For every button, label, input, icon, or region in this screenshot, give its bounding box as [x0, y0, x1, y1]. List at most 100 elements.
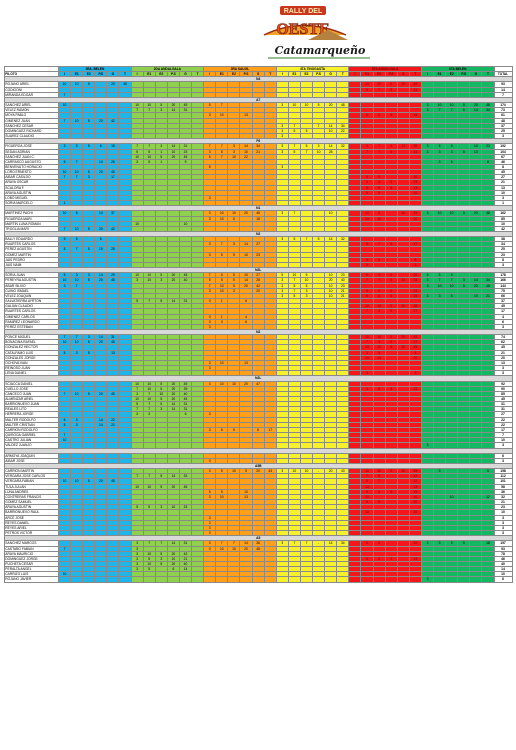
score-cell	[384, 576, 398, 583]
score-cell	[287, 576, 301, 583]
pilot-total: 62	[493, 339, 513, 346]
category-row: N2	[4, 230, 513, 238]
pilot-total: 6	[493, 576, 513, 583]
pilot-total: 13	[493, 359, 513, 367]
pilot-row: GOMEZ MARTIN 3 5 5 10 23 23	[4, 251, 513, 258]
pilot-total: 10	[493, 509, 513, 516]
pilot-total: 144	[493, 282, 513, 289]
score-cell	[360, 576, 374, 583]
pilot-row: VERGARA FABIAN 10 10 5 20 45 5 7 12 101	[4, 478, 513, 485]
pilot-total: 101	[493, 478, 513, 485]
pilot-total: 3	[493, 514, 513, 521]
pilot-row: BENVENUTO HORACIO 5 3 8	[4, 163, 513, 171]
pilot-total: 21	[493, 349, 513, 356]
score-cell	[336, 442, 350, 449]
score-cell	[106, 576, 120, 583]
category-row: N2L	[4, 375, 513, 382]
score-cell	[481, 442, 495, 449]
round-header: 4TA TINOGASTA	[275, 65, 350, 73]
category-label: N4	[4, 76, 513, 83]
pilot-row: MARTINEZ PACHI 10 5 14 37 3 10 10 20 48 3 7 10 10 5 10 2…	[4, 210, 513, 217]
pilot-total: 75	[493, 287, 513, 294]
logo-top-text: RALLY DEL	[284, 8, 323, 15]
pilot-total: 36	[493, 488, 513, 495]
pilot-row: BARRIONUEVO JUAN 5 7 5 14 31 31	[4, 401, 513, 408]
score-cell	[469, 576, 483, 583]
score-cell	[457, 576, 471, 583]
pilot-row: AIBAR CASILDO 7 7 3 17 5 5 10 27	[4, 174, 513, 181]
pilot-total: 3	[493, 133, 513, 140]
score-cell	[324, 576, 338, 583]
pilot-row: SEDAN ADRIAN 5 5 1 10 23 3 5 3 10 21 3 5 7 10 28 7 7 5 14 3 3…	[4, 148, 513, 155]
pilot-total: 14	[493, 86, 513, 93]
score-cell: 23	[336, 282, 350, 289]
score-cell	[166, 576, 180, 583]
pilot-total: 93	[493, 545, 513, 552]
score-cell: 22	[336, 127, 350, 135]
pilot-total: 3	[493, 194, 513, 202]
pilot-total: 45	[493, 169, 513, 176]
pilot-total: 21	[493, 179, 513, 186]
pilot-total: 13	[493, 184, 513, 191]
stage-header: T	[118, 71, 132, 78]
pilot-total: 31	[493, 406, 513, 413]
pilot-row: SCALORA F. 3 5 5 13 13	[4, 184, 513, 191]
pilot-total: 6	[493, 318, 513, 325]
pilot-row: ARAYA OSCAR 3 5 5 13 21	[4, 179, 513, 186]
score-cell	[191, 576, 205, 583]
pilot-name: ROJANO JAVIER	[4, 576, 59, 583]
stage-header: T	[191, 71, 205, 78]
pilot-total: 14	[493, 566, 513, 573]
score-cell: 34	[336, 122, 350, 129]
pilot-total: 34	[493, 241, 513, 248]
pilot-row: BARRIONUEVO RAUL 10 10 10	[4, 509, 513, 516]
pilot-total: 7	[493, 91, 513, 98]
pilot-total: 27	[493, 411, 513, 418]
logo-banner-shape	[280, 6, 326, 15]
score-cell	[396, 576, 410, 583]
pilot-row: FIGUEROA JOSE 3 3 5 6 15 7 7 3 14 31 7 7 3 14 34 3 7 5 3 14 3…	[4, 143, 513, 150]
score-cell: 48	[481, 282, 495, 289]
pilot-total: 17	[493, 308, 513, 315]
pilot-row: OCHOVA IVAN 3 10 13 13	[4, 359, 513, 367]
pilot-row: QUIROGA GABRIEL 7 7	[4, 432, 513, 439]
category-label: A5	[4, 535, 513, 542]
score-cell	[372, 576, 386, 583]
score-cell: 34	[481, 107, 495, 114]
pilot-total: 17	[493, 426, 513, 434]
pilot-total: 93	[493, 81, 513, 88]
pilot-row: GIMENEZ CARLOS 3 1 4 4	[4, 313, 513, 320]
pilot-row: REYES ARIEL 3 3	[4, 524, 513, 532]
pilot-row: HERRERA JORGE 3 3 6 3 27	[4, 411, 513, 418]
pilot-total: 158	[493, 468, 513, 475]
pilot-row: FIGUEROA MARI 3 10 5 18 10 10 20 85	[4, 215, 513, 222]
pilot-total: 10	[493, 220, 513, 227]
total-header: TOTAL	[493, 71, 513, 78]
pilot-total: 8	[493, 163, 513, 171]
round-header-row: 1RA. BELEN 2DA ANDALGALA 3RA SAUJIL 4TA TIN…	[4, 65, 513, 73]
score-cell	[130, 576, 144, 583]
pilot-row: GONZALEZ HECTOR 10 10 5 20 45 45	[4, 344, 513, 351]
pilot-row: SALVATIERRA AYRTON 5 7 5 14 31 3 1 6 37	[4, 298, 513, 305]
score-cell: 3	[420, 576, 435, 583]
pilot-total: 21	[493, 499, 513, 506]
pilot-row: GALIAN CLAUDIO 10 10 5 20 45 45	[4, 303, 513, 310]
pilot-total: 45	[493, 344, 513, 351]
pilot-total: 42	[493, 225, 513, 233]
pilot-total: 31	[493, 401, 513, 408]
pilot-total: 61	[493, 112, 513, 119]
pilot-total: 92	[493, 380, 513, 387]
pilot-row: CUELLO JOSE 7 10 5 20 39 3 5 5 13 90	[4, 385, 513, 392]
pilot-row: ALMENZAR ARIEL 10 10 5 20 45 45	[4, 395, 513, 403]
score-cell: 32	[336, 143, 350, 150]
pilot-total: 3	[493, 261, 513, 269]
pilot-total: 20	[493, 354, 513, 361]
score-cell: 48	[481, 102, 495, 109]
pilot-row: VELEZ RAMON 7 7 3 14 31 3 7 7 5 14 34 73	[4, 107, 513, 114]
pilot-total: 23	[493, 251, 513, 258]
pilot-total: 78	[493, 550, 513, 557]
score-cell	[142, 576, 156, 583]
pilot-total: 3	[493, 457, 513, 465]
score-cell	[178, 576, 193, 583]
subheader-row: PILOTO I E1 E2 P.S G T I E1 E2 P.S G T I E1 E2 P.S G T I E1 E…	[4, 71, 513, 78]
